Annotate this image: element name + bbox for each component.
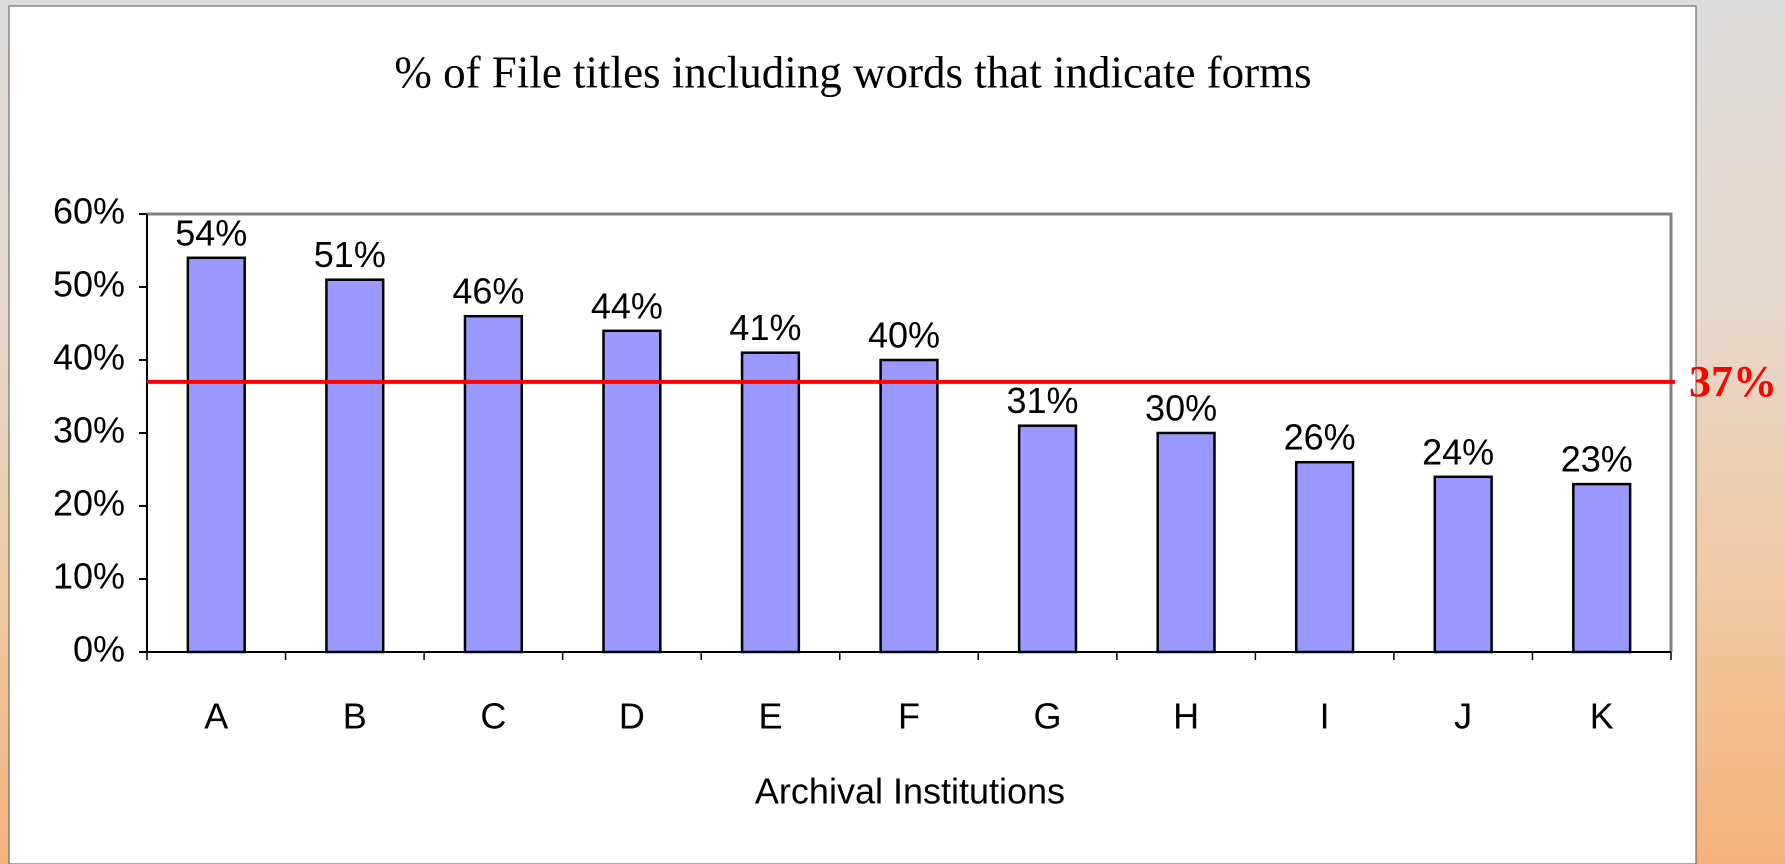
x-tick-label: B: [343, 696, 367, 737]
bar: [1572, 482, 1632, 654]
value-label: 44%: [591, 285, 663, 326]
x-tick-label: H: [1173, 696, 1199, 737]
x-tick-label: I: [1320, 696, 1330, 737]
plot-frame: [147, 212, 1673, 652]
reference-label: 37%: [1689, 357, 1777, 406]
value-label: 31%: [1007, 380, 1079, 421]
value-label: 26%: [1284, 417, 1356, 458]
x-axis-title: Archival Institutions: [755, 771, 1065, 812]
y-tick-label: 10%: [53, 556, 125, 597]
x-tick-label: A: [204, 696, 228, 737]
bar: [879, 358, 939, 654]
bar: [325, 278, 385, 654]
value-label: 41%: [729, 307, 801, 348]
bar: [1017, 424, 1078, 654]
bar: [740, 351, 801, 654]
bar: [1433, 475, 1493, 654]
value-label: 24%: [1422, 431, 1494, 472]
bar: [463, 314, 524, 654]
value-label: 40%: [868, 315, 940, 356]
x-tick-label: J: [1454, 696, 1472, 737]
x-tick-label: C: [480, 696, 506, 737]
value-label: 23%: [1561, 439, 1633, 480]
value-label: 51%: [314, 234, 386, 275]
bar: [1294, 460, 1355, 654]
y-tick-label: 30%: [53, 410, 125, 451]
bar: [1156, 431, 1216, 654]
bar: [602, 329, 662, 654]
x-tick-label: K: [1590, 696, 1614, 737]
x-tick-label: G: [1034, 696, 1062, 737]
chart-title: % of File titles including words that in…: [394, 47, 1311, 97]
x-tick-label: F: [898, 696, 920, 737]
value-label: 54%: [175, 212, 247, 253]
value-label: 30%: [1145, 388, 1217, 429]
value-label: 46%: [452, 271, 524, 312]
bar: [186, 256, 246, 654]
y-tick-label: 40%: [53, 337, 125, 378]
chart-panel: [8, 5, 1697, 864]
x-tick-label: E: [758, 696, 782, 737]
x-tick-label: D: [619, 696, 645, 737]
y-tick-label: 20%: [53, 483, 125, 524]
y-tick-label: 60%: [53, 191, 125, 232]
y-tick-label: 50%: [53, 264, 125, 305]
y-tick-label: 0%: [73, 629, 125, 670]
